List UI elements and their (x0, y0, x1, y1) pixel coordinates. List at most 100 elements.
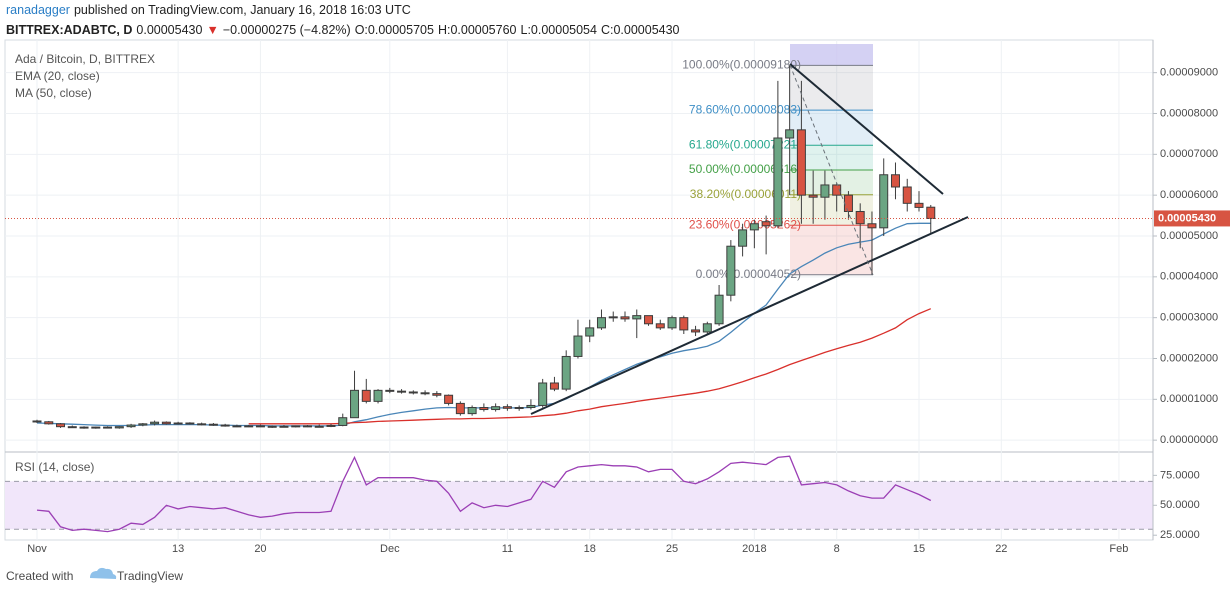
candle-body (220, 424, 230, 427)
x-tick-label: 8 (834, 543, 840, 555)
x-tick-label: 15 (913, 543, 925, 555)
y-tick-label: 0.00003000 (1160, 312, 1218, 324)
candle-body (644, 315, 654, 325)
change: −0.00000275 (−4.82%) (223, 23, 351, 37)
fib-zone (790, 65, 873, 111)
rsi-tick-label: 50.0000 (1160, 499, 1200, 511)
indicator-line (248, 308, 932, 425)
candle-body (926, 206, 936, 219)
y-tick-label: 0.00007000 (1160, 148, 1218, 160)
candle-body (408, 391, 418, 394)
candle-body (585, 327, 595, 337)
rsi-tick-label: 75.0000 (1160, 469, 1200, 481)
candle-body (785, 129, 795, 139)
x-tick-label: Feb (1109, 543, 1128, 555)
candle-body (491, 406, 501, 411)
fib-trend (789, 64, 874, 276)
last-price: 0.00005430 (136, 23, 202, 37)
candle-body (185, 422, 195, 425)
candle-body (314, 425, 324, 428)
candle-body (91, 426, 101, 429)
x-tick-label: Dec (380, 543, 400, 555)
y-tick-label: 0.00006000 (1160, 189, 1218, 201)
candle-body (138, 423, 148, 426)
candle-body (667, 317, 677, 329)
candle-body (749, 223, 759, 231)
candle-body (761, 221, 771, 227)
candle-body (561, 355, 571, 390)
candle-body (150, 421, 160, 425)
price-tag-label: 0.00005430 (1158, 212, 1216, 224)
candle-body (867, 223, 877, 229)
y-tick-label: 0.00000000 (1160, 434, 1218, 446)
candle-body (620, 316, 630, 320)
candle-body (32, 420, 42, 423)
price-tag (1154, 210, 1230, 227)
candle-body (79, 426, 89, 429)
symbol: BITTREX:ADABTC, D (6, 23, 132, 37)
candle-body (279, 425, 289, 428)
candle-body (56, 423, 66, 428)
rsi-legend: RSI (14, close) (15, 460, 94, 474)
candle-body (326, 424, 336, 427)
fib-label: 61.80%(0.00007221) (689, 137, 801, 151)
published-text: published on TradingView.com, January 16… (74, 3, 411, 17)
candle-body (255, 425, 265, 428)
candle-body (679, 317, 689, 331)
candle-body (103, 426, 113, 429)
fib-label: 38.20%(0.00006011) (690, 187, 801, 201)
symbol-line: BITTREX:ADABTC, D 0.00005430 ▼ −0.00000275 … (6, 23, 680, 37)
candle-body (796, 129, 806, 196)
high: H:0.00005760 (438, 23, 517, 37)
candle-body (444, 394, 454, 404)
candle-body (655, 323, 665, 329)
fib-label: 0.00%(0.00004052) (696, 267, 801, 281)
candle-body (291, 425, 301, 428)
candle-body (244, 425, 254, 428)
y-tick-label: 0.00005000 (1160, 230, 1218, 242)
candle-body (267, 425, 277, 428)
candle-body (820, 184, 830, 198)
legend-entry: EMA (20, close) (15, 69, 100, 83)
candle-body (691, 329, 701, 333)
close: C:0.00005430 (601, 23, 680, 37)
author-link[interactable]: ranadagger (6, 3, 70, 17)
candle-body (350, 389, 360, 419)
x-tick-label: 13 (172, 543, 184, 555)
change-arrow: ▼ (206, 23, 218, 37)
open: O:0.00005705 (355, 23, 434, 37)
candle-body (738, 229, 748, 247)
x-tick-label: 25 (666, 543, 678, 555)
legend-entry: MA (50, close) (15, 86, 92, 100)
candle-body (502, 406, 512, 409)
candle-body (890, 174, 900, 188)
rsi-tick-label: 25.0000 (1160, 529, 1200, 541)
candle-body (338, 417, 348, 426)
fib-label: 78.60%(0.00008083) (689, 102, 801, 116)
candle-body (420, 392, 430, 395)
rsi-line (36, 455, 932, 533)
candle-body (702, 323, 712, 333)
candle-body (208, 423, 218, 426)
candle-body (879, 174, 889, 229)
candle-body (455, 402, 465, 415)
candle-body (855, 210, 865, 225)
candle-body (232, 425, 242, 428)
candle-body (573, 335, 583, 357)
low: L:0.00005054 (521, 23, 598, 37)
y-tick-label: 0.00009000 (1160, 67, 1218, 79)
candle-body (714, 294, 724, 325)
candle-body (397, 390, 407, 393)
fib-label: 50.00%(0.00006616) (689, 162, 801, 176)
rsi-band (5, 481, 1153, 530)
candle-body (373, 389, 383, 402)
x-tick-label: 2018 (742, 543, 766, 555)
tv-logo (90, 567, 117, 579)
legend-title: Ada / Bitcoin, D, BITTREX (15, 52, 155, 66)
footer-text: Created with (6, 569, 73, 583)
fib-time-zone (790, 44, 873, 66)
footer-link[interactable]: TradingView (117, 569, 183, 583)
candle-body (126, 424, 136, 428)
candle-body (608, 316, 618, 319)
chart-frame (4, 39, 1154, 541)
